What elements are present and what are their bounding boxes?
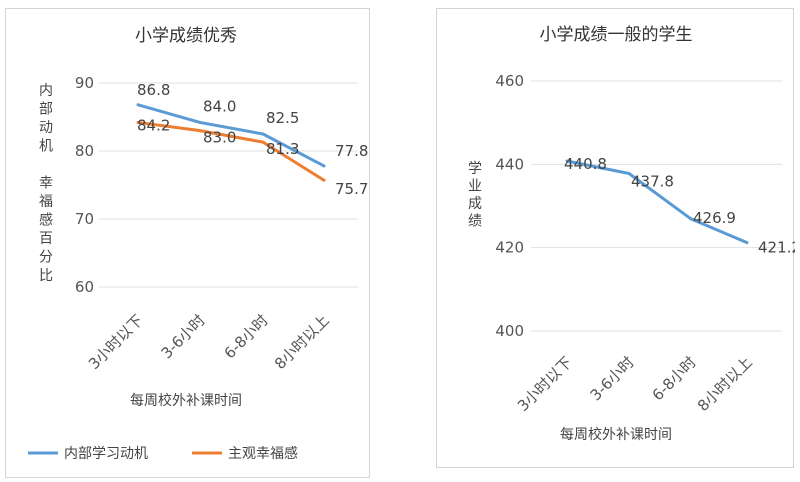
data-point [198, 129, 202, 133]
x-axis-label: 每周校外补课时间 [560, 426, 672, 443]
data-label: 83.0 [203, 129, 236, 147]
x-tick-label: 8小时以上 [694, 353, 756, 415]
data-point [322, 164, 326, 168]
legend-entry: 内部学习动机 [64, 446, 148, 462]
data-label: 81.3 [266, 140, 299, 158]
data-point [689, 217, 693, 221]
x-tick-label: 3-6小时 [158, 311, 209, 362]
x-tick-label: 6-8小时 [221, 311, 272, 362]
chart-title: 小学成绩一般的学生 [540, 25, 693, 45]
chart-title: 小学成绩优秀 [135, 26, 237, 46]
y-tick-label: 400 [495, 322, 524, 340]
data-point [322, 178, 326, 182]
data-point [627, 172, 631, 175]
data-label: 86.8 [137, 81, 170, 99]
y-tick-label: 440 [495, 155, 524, 173]
y-tick-label: 60 [75, 278, 94, 296]
data-label: 82.5 [266, 109, 299, 127]
x-tick-label: 3小时以下 [514, 353, 576, 415]
data-point [198, 120, 202, 124]
y-tick-label: 420 [495, 239, 524, 257]
data-label: 75.7 [335, 180, 368, 198]
y-tick-label: 70 [75, 210, 94, 228]
y-tick-label: 90 [75, 74, 94, 92]
data-label: 77.8 [335, 142, 368, 160]
data-point [136, 103, 140, 107]
x-tick-label: 3-6小时 [587, 353, 638, 404]
data-point [261, 140, 265, 144]
data-label: 437.8 [631, 173, 674, 191]
data-point [261, 132, 265, 136]
data-label: 421.2 [758, 239, 795, 257]
series-line [137, 120, 325, 182]
data-point [745, 241, 749, 245]
y-axis-label: 内部动机 幸福感百分比 [39, 83, 53, 284]
data-point [136, 120, 140, 124]
y-axis-label: 学业成绩 [468, 161, 482, 230]
x-axis-label: 每周校外补课时间 [130, 392, 242, 409]
x-tick-label: 8小时以上 [271, 311, 333, 373]
chart-right: 小学成绩一般的学生 400 420 440 460 学业成绩 3小时以下 3-6小时 6-8小时… [468, 25, 795, 443]
data-label: 440.8 [564, 155, 607, 173]
chart-left-panel: 小学成绩优秀 60 70 80 90 内部动机 幸福感百分比 3小时以下 3-6小时 6-8小时… [5, 8, 370, 478]
legend-entry: 主观幸福感 [228, 445, 298, 462]
x-tick-label: 6-8小时 [649, 353, 700, 404]
data-label: 84.0 [203, 97, 236, 115]
series-line [137, 103, 325, 168]
series-line [566, 159, 748, 245]
data-label: 426.9 [693, 209, 736, 227]
x-tick-label: 3小时以下 [85, 311, 147, 373]
chart-right-panel: 小学成绩一般的学生 400 420 440 460 学业成绩 3小时以下 3-6小时 6-8小时… [436, 8, 795, 468]
chart-left: 小学成绩优秀 60 70 80 90 内部动机 幸福感百分比 3小时以下 3-6小时 6-8小时… [28, 26, 368, 462]
y-tick-label: 460 [495, 72, 524, 90]
data-point [565, 159, 569, 163]
y-tick-label: 80 [75, 142, 94, 160]
data-label: 84.2 [137, 116, 170, 134]
